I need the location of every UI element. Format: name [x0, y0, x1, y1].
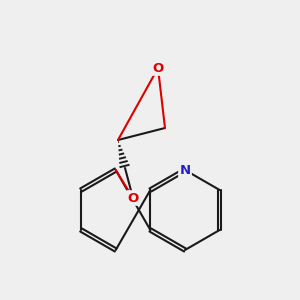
Text: N: N — [179, 164, 191, 176]
Text: O: O — [152, 61, 164, 74]
Text: O: O — [128, 191, 139, 205]
